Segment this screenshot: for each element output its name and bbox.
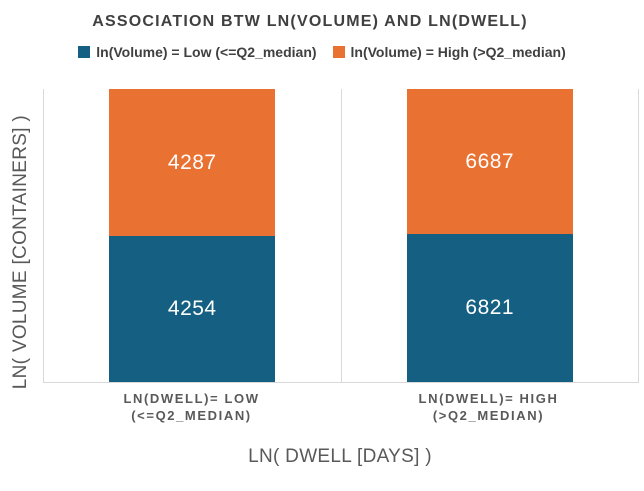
legend-label-low: ln(Volume) = Low (<=Q2_median) <box>96 44 317 60</box>
data-label: 6821 <box>465 296 515 319</box>
bar-segment-low-volume: 4254 <box>109 236 276 382</box>
legend-label-high: ln(Volume) = High (>Q2_median) <box>350 44 566 60</box>
legend-item-low: ln(Volume) = Low (<=Q2_median) <box>78 44 317 60</box>
legend-swatch-high-icon <box>332 46 345 58</box>
stacked-bar-low: 4287 4254 <box>109 89 276 382</box>
bar-segment-high-volume: 6687 <box>406 89 573 235</box>
plot-area: 4287 4254 6687 6821 <box>43 89 639 383</box>
bar-segment-high-volume: 4287 <box>109 89 276 237</box>
chart-legend: ln(Volume) = Low (<=Q2_median) ln(Volume… <box>0 44 644 60</box>
data-label: 4287 <box>167 150 217 174</box>
category-slot-low: 4287 4254 <box>44 89 342 382</box>
category-slot-high: 6687 6821 <box>342 89 639 382</box>
x-axis-title: LN( DWELL [DAYS] ) <box>248 446 432 467</box>
x-category-high: LN(DWELL)= HIGH (>Q2_MEDIAN) <box>418 391 559 423</box>
x-category-low: LN(DWELL)= LOW (<=Q2_MEDIAN) <box>123 391 260 423</box>
x-axis-category-labels: LN(DWELL)= LOW (<=Q2_MEDIAN) LN(DWELL)= … <box>43 390 637 424</box>
bar-segment-low-volume: 6821 <box>406 234 573 382</box>
legend-swatch-low-icon <box>78 46 91 58</box>
data-label: 6687 <box>465 149 515 173</box>
chart-title: ASSOCIATION BTW LN(VOLUME) AND LN(DWELL) <box>92 13 528 30</box>
data-label: 4254 <box>167 297 217 321</box>
y-axis-title: LN( VOLUME [CONTAINERS] ) <box>10 115 31 390</box>
stacked-bar-high: 6687 6821 <box>406 89 573 382</box>
legend-item-high: ln(Volume) = High (>Q2_median) <box>332 44 566 60</box>
